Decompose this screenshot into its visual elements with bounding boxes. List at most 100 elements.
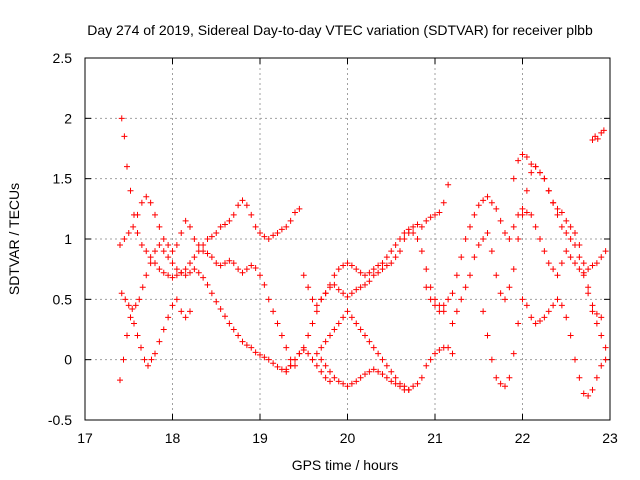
data-point <box>510 175 517 182</box>
data-point <box>300 272 307 279</box>
data-point <box>335 320 342 327</box>
data-point <box>187 223 193 230</box>
data-point <box>124 332 130 339</box>
data-point <box>278 226 285 233</box>
series-track-2 <box>117 193 298 369</box>
data-point <box>138 242 145 249</box>
data-point <box>388 248 395 255</box>
x-tick-label: 22 <box>515 430 531 446</box>
data-point <box>550 302 557 309</box>
data-point <box>554 296 561 303</box>
data-point <box>252 223 259 230</box>
data-point <box>585 392 592 399</box>
x-tick-label: 17 <box>77 430 93 446</box>
data-point <box>488 356 495 363</box>
data-point <box>484 193 491 200</box>
y-tick-label: 2.5 <box>53 50 73 66</box>
data-point <box>554 205 561 212</box>
data-point <box>528 314 535 321</box>
data-point <box>550 199 557 206</box>
data-point <box>143 193 150 200</box>
data-point <box>467 272 473 279</box>
data-point <box>178 308 185 315</box>
data-point <box>589 262 596 269</box>
data-point <box>340 380 347 387</box>
y-tick-labels: -0.5 0 0.5 1 1.5 2 2.5 <box>48 50 72 428</box>
data-point <box>392 380 399 387</box>
data-point <box>129 305 136 312</box>
data-point <box>169 274 176 281</box>
data-point <box>344 293 351 300</box>
data-point <box>567 223 574 230</box>
data-point <box>519 211 526 218</box>
data-point <box>327 281 333 288</box>
data-point <box>322 290 329 297</box>
data-point <box>340 262 347 269</box>
data-point <box>148 356 155 363</box>
data-point <box>392 242 399 249</box>
data-point <box>222 260 228 267</box>
data-point <box>418 223 425 230</box>
data-point <box>226 257 233 264</box>
data-point <box>173 272 180 279</box>
data-point <box>532 163 539 170</box>
data-point <box>261 354 268 361</box>
data-point <box>331 272 338 279</box>
data-point <box>239 269 246 276</box>
data-point <box>160 248 167 255</box>
data-point <box>147 199 154 206</box>
x-tick-label: 23 <box>602 430 618 446</box>
data-point <box>182 266 189 273</box>
data-point <box>541 175 548 182</box>
data-point <box>200 248 207 255</box>
data-point <box>127 314 134 321</box>
data-point <box>121 133 128 140</box>
data-point <box>532 223 539 230</box>
data-point <box>414 380 421 387</box>
data-point <box>383 262 390 269</box>
data-point <box>370 366 377 373</box>
data-point <box>230 326 237 333</box>
data-point <box>410 383 417 390</box>
data-point <box>318 368 325 375</box>
data-point <box>471 211 478 218</box>
data-point <box>156 223 163 230</box>
data-point <box>445 344 452 351</box>
data-points <box>117 115 609 399</box>
data-point <box>136 296 143 303</box>
data-point <box>497 380 504 387</box>
data-point <box>528 211 535 218</box>
data-point <box>353 286 360 293</box>
data-point <box>118 115 125 122</box>
data-point <box>235 266 242 273</box>
data-point <box>370 344 377 351</box>
data-point <box>165 254 172 261</box>
data-point <box>257 272 263 279</box>
data-point <box>488 199 495 206</box>
data-point <box>165 272 172 279</box>
series-track-13 <box>589 127 607 144</box>
data-point <box>502 383 508 390</box>
data-point <box>423 217 430 224</box>
data-point <box>152 350 158 357</box>
data-point <box>598 314 605 321</box>
data-point <box>127 187 134 194</box>
data-point <box>488 248 495 255</box>
data-point <box>453 272 460 279</box>
chart-title: Day 274 of 2019, Sidereal Day-to-day VTE… <box>87 22 593 38</box>
data-point <box>305 350 312 357</box>
data-point <box>449 290 456 297</box>
data-point <box>532 320 539 327</box>
data-point <box>313 302 320 309</box>
data-point <box>563 314 570 321</box>
data-point <box>132 302 139 309</box>
data-point <box>353 266 360 273</box>
data-point <box>182 314 189 321</box>
data-point <box>414 236 421 242</box>
data-point <box>510 266 517 273</box>
data-point <box>423 362 430 369</box>
data-point <box>222 313 228 320</box>
data-point <box>322 338 329 345</box>
data-point <box>357 326 364 333</box>
data-point <box>173 266 180 273</box>
